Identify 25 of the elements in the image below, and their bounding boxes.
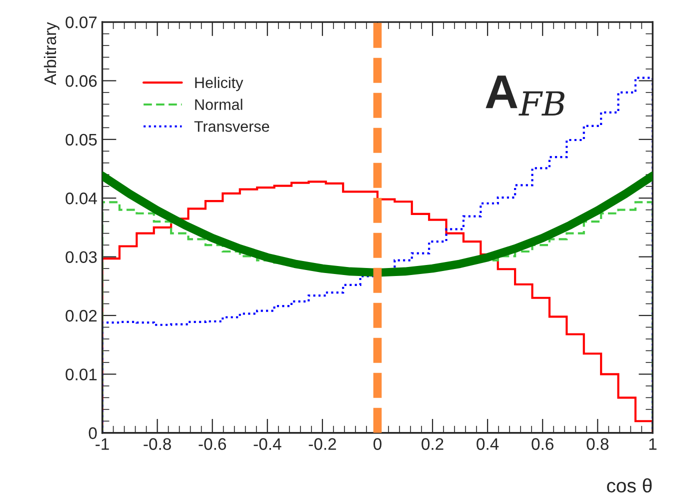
x-tick-label: 0.6 (532, 438, 554, 450)
annotation: A$_{FB}$ (486, 76, 564, 116)
legend-label: Helicity (195, 76, 244, 92)
y-tick-label: 0.06 (66, 75, 97, 87)
y-tick-label: 0.01 (66, 368, 97, 380)
x-tick-label: -0.4 (254, 438, 282, 450)
x-tick-label: 0 (374, 438, 382, 450)
x-tick-label: 0.4 (476, 438, 499, 450)
y-axis-title: Arbitrary (44, 22, 60, 85)
y-tick-label: 0.05 (66, 134, 97, 146)
y-tick-label: 0.03 (66, 251, 97, 263)
x-tick-label: -0.6 (198, 438, 226, 450)
y-tick-label: 0.02 (66, 310, 97, 322)
x-tick-label: 0.8 (586, 438, 608, 450)
y-tick-label: 0.07 (66, 16, 97, 28)
legend-label: Transverse (194, 121, 270, 132)
x-tick-label: -0.8 (144, 438, 171, 450)
x-axis-title: cos θ (607, 478, 652, 493)
legend-label: Normal (195, 98, 242, 110)
x-tick-label: -1 (96, 438, 109, 450)
x-tick-label: 0.2 (422, 438, 444, 450)
x-tick-label: -0.2 (308, 438, 336, 450)
y-tick-label: 0.04 (66, 192, 97, 204)
y-tick-label: 0 (88, 427, 97, 440)
x-tick-label: 1 (649, 438, 656, 450)
